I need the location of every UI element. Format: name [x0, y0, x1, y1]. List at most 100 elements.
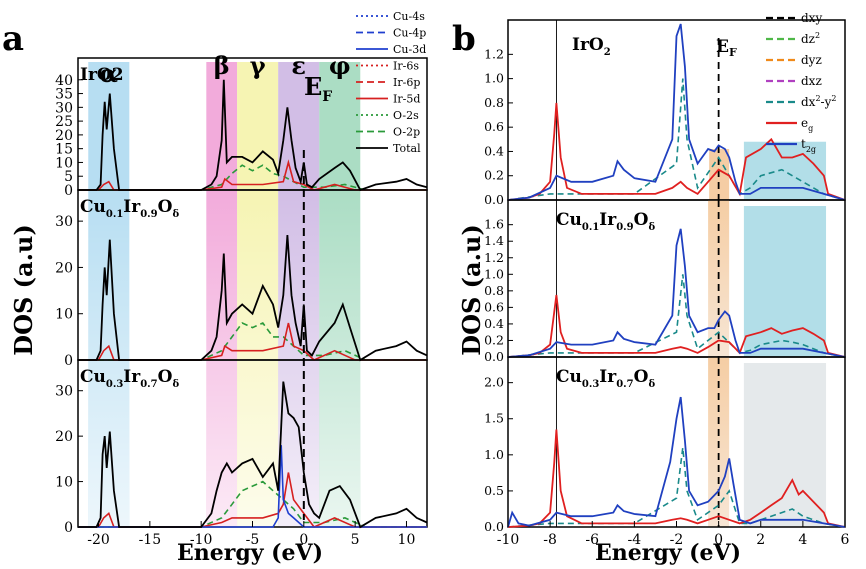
y-tick-label: 15 [55, 142, 73, 158]
y-tick-label: 0.0 [484, 349, 504, 364]
series-total [78, 79, 428, 192]
y-tick-label: 10 [55, 475, 73, 491]
subplot: 0.0 0.5 1.0 1.5 2.0 Cu0.3Ir0.7Oδ [484, 356, 846, 534]
y-tick-label: 1.2 [484, 250, 504, 265]
series-eg [507, 429, 846, 528]
subplot: 0 10 20 30 Cu0.1Ir0.9Oδ [55, 189, 428, 369]
region-label: β [214, 51, 230, 80]
y-tick-label: 1.0 [484, 447, 504, 462]
legend-text: dx [801, 95, 816, 109]
y-tick-label: 0 [64, 520, 73, 536]
y-tick-label: 30 [55, 384, 73, 400]
fermi-label: EF [304, 72, 332, 105]
title-subscript: δ [172, 209, 179, 220]
x-axis-label: Energy (eV) [595, 540, 741, 566]
title-subscript: 0.3 [106, 379, 123, 390]
series-t2g [507, 228, 846, 358]
x-tick-label: -6 [585, 532, 599, 548]
subplot: 0 10 20 30 Cu0.3Ir0.7Oδ [55, 359, 428, 536]
legend-text: e [801, 116, 808, 130]
legend-label: dxy [801, 11, 822, 25]
title-text: IrO [572, 35, 604, 55]
x-tick-label: 0 [299, 532, 308, 548]
legend-text: t [801, 137, 806, 151]
series-cu3d [78, 445, 427, 528]
legend-label: dxz [801, 74, 822, 88]
subplot-title: Cu0.3Ir0.7Oδ [556, 367, 655, 390]
legend-label: O-2p [393, 126, 420, 139]
y-tick-label: 0.2 [484, 332, 504, 347]
legend-label: Cu-3d [393, 43, 426, 56]
legend-label: Cu-4p [393, 27, 426, 40]
region-fade [88, 190, 130, 527]
y-tick-label: 1.0 [484, 71, 504, 86]
x-tick-label: -8 [543, 532, 557, 548]
title-text: Ir [599, 367, 617, 387]
y-tick-label: 20 [55, 260, 73, 276]
legend-label: t2g [801, 137, 816, 154]
legend-text: dyz [801, 53, 822, 67]
series-t2g [507, 23, 846, 201]
title-text: O [158, 367, 173, 387]
x-tick-label: 10 [398, 532, 416, 548]
title-subscript: 0.1 [106, 209, 123, 220]
y-tick-label: 1.4 [484, 233, 504, 248]
series-dx2-y2 [507, 447, 846, 528]
x-tick-label: -20 [87, 532, 110, 548]
y-tick-label: 30 [55, 100, 73, 116]
y-tick-label: 10 [55, 307, 73, 323]
subplot-title: IrO2 [80, 65, 124, 85]
y-tick-label: 0.0 [484, 192, 504, 207]
y-tick-label: 10 [55, 155, 73, 171]
title-text: Ir [599, 210, 617, 230]
title-text: O [158, 197, 173, 217]
legend-label: eg [801, 116, 813, 133]
y-tick-label: 0.6 [484, 299, 504, 314]
legend-label: Ir-6p [393, 76, 420, 89]
x-tick-label: -10 [190, 532, 213, 548]
region-label: φ [329, 51, 351, 80]
x-tick-label: -10 [497, 532, 520, 548]
series-total [78, 381, 428, 529]
legend: Cu-4s Cu-4p Cu-3d Ir-6s Ir-6p Ir-5d O-2s O-2p To… [356, 10, 426, 155]
y-tick-label: 25 [55, 114, 73, 130]
panel-b-letter: b [452, 19, 476, 59]
legend-label: Ir-5d [393, 93, 420, 106]
y-tick-label: 0.6 [484, 119, 504, 134]
y-tick-label: 0 [64, 183, 73, 199]
title-text: Cu [80, 367, 106, 387]
y-tick-label: 35 [55, 87, 73, 103]
series-eg [507, 294, 846, 358]
y-tick-label: 0.5 [484, 483, 504, 498]
title-text: Cu [556, 210, 582, 230]
y-tick-label: 0.8 [484, 283, 504, 298]
title-subscript: 0.7 [616, 379, 633, 390]
title-text: Ir [123, 367, 141, 387]
title-text: Ir [123, 197, 141, 217]
y-tick-label: 0.4 [484, 143, 504, 158]
legend-text: dz [801, 32, 815, 46]
title-subscript: δ [648, 379, 655, 390]
title-subscript: δ [648, 222, 655, 233]
y-tick-label: 0.0 [484, 519, 504, 534]
y-tick-label: 1.0 [484, 266, 504, 281]
y-axis-label: DOS (a.u) [457, 224, 486, 355]
x-tick-label: 4 [798, 532, 807, 548]
y-tick-label: 20 [55, 429, 73, 445]
y-axis-label: DOS (a.u) [9, 224, 38, 355]
legend-text: dxy [801, 11, 822, 25]
subplot-title: Cu0.1Ir0.9Oδ [80, 197, 179, 220]
region-fade [319, 190, 361, 527]
y-tick-label: 40 [55, 73, 73, 89]
y-tick-label: 20 [55, 128, 73, 144]
y-tick-label: 1.5 [484, 411, 504, 426]
region-label: α [100, 59, 118, 88]
y-tick-label: 1.6 [484, 217, 504, 232]
legend-label: Total [393, 142, 421, 155]
legend-label: dx2-y2 [801, 94, 836, 109]
